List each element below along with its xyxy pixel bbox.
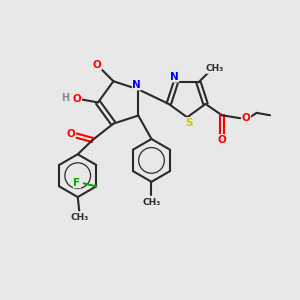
Text: O: O xyxy=(218,135,226,145)
Text: O: O xyxy=(93,60,101,70)
Text: CH₃: CH₃ xyxy=(205,64,224,73)
Text: S: S xyxy=(185,118,192,128)
Text: O: O xyxy=(242,112,250,123)
Text: N: N xyxy=(133,80,141,90)
Text: CH₃: CH₃ xyxy=(142,197,160,206)
Text: CH₃: CH₃ xyxy=(70,213,88,222)
Text: O: O xyxy=(67,129,75,139)
Text: O: O xyxy=(73,94,82,104)
Text: N: N xyxy=(170,72,179,82)
Text: F: F xyxy=(74,178,80,188)
Text: H: H xyxy=(61,93,69,103)
